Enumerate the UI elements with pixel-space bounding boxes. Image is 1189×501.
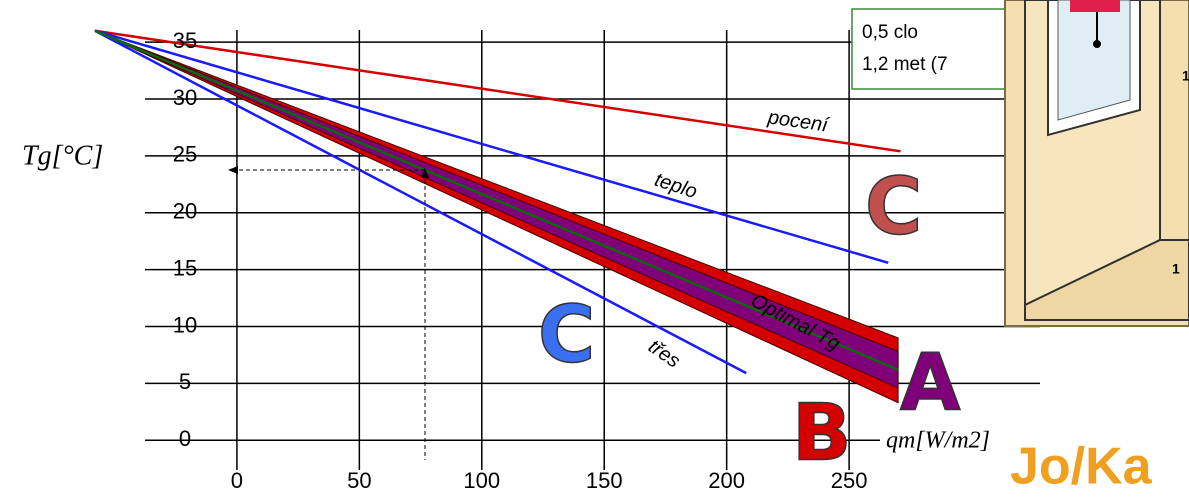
x-tick-label: 150 [586, 468, 623, 493]
y-tick-label: 0 [179, 426, 191, 451]
arrow-head [228, 166, 238, 174]
y-tick-label: 25 [173, 142, 197, 167]
info-text: 1,2 met (7 [862, 54, 948, 75]
band [95, 31, 898, 403]
zone-label: A [900, 338, 960, 428]
x-tick-label: 200 [708, 468, 745, 493]
series-label: třes [644, 335, 684, 372]
y-tick-label: 20 [173, 199, 197, 224]
y-tick-label: 30 [173, 85, 197, 110]
inset-label: 1 [1172, 261, 1180, 277]
x-tick-label: 100 [463, 468, 500, 493]
y-axis-label: Tg[°C] [22, 140, 103, 171]
y-tick-label: 15 [173, 255, 197, 280]
logo: Jo/Ka [1010, 438, 1153, 496]
x-axis-label: qm[W/m2] [886, 428, 990, 454]
info-box [852, 9, 1012, 89]
zone-label: C [538, 290, 595, 380]
x-tick-label: 250 [831, 468, 868, 493]
series-line [95, 31, 888, 263]
y-tick-label: 10 [173, 312, 197, 337]
zone-label: C [865, 162, 922, 252]
y-tick-label: 5 [179, 369, 191, 394]
marks [95, 31, 901, 403]
inset: 1 1 [1005, 0, 1189, 326]
inset-label: 1 [1182, 68, 1189, 84]
series-label: teplo [652, 169, 700, 203]
band [95, 31, 898, 388]
series-line [95, 31, 901, 152]
x-tick-label: 0 [231, 468, 243, 493]
chart: Tg[°C] qm[W/m2] pocení teplo třes Optima… [0, 0, 1189, 496]
x-tick-label: 50 [347, 468, 371, 493]
zone-label: B [792, 388, 851, 478]
info-text: 0,5 clo [862, 22, 918, 43]
y-tick-label: 35 [173, 28, 197, 53]
